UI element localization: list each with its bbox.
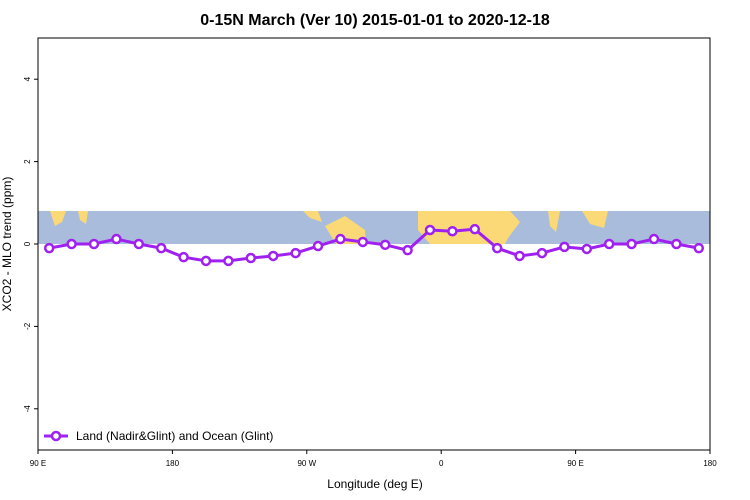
data-point [111, 233, 122, 245]
legend-marker [50, 430, 62, 442]
data-point [245, 252, 257, 264]
y-tick-label: 4 [23, 76, 32, 81]
data-point [469, 223, 481, 235]
data-point [133, 238, 145, 250]
data-point [424, 224, 436, 236]
data-point [693, 242, 705, 254]
data-point [267, 250, 279, 262]
data-point [312, 240, 324, 252]
data-point [581, 243, 593, 255]
data-point [357, 236, 369, 248]
data-point [648, 233, 660, 245]
x-tick-label: 90 E [30, 459, 46, 468]
y-tick-label: -4 [23, 405, 32, 413]
data-point [88, 238, 100, 250]
data-point [514, 250, 525, 262]
land [50, 211, 66, 226]
y-axis-label: XCO2 - MLO trend (ppm) [0, 177, 14, 312]
x-tick-label: 0 [439, 459, 444, 468]
data-point [66, 238, 77, 250]
legend-label: Land (Nadir&Glint) and Ocean (Glint) [76, 429, 273, 443]
data-point [379, 239, 391, 251]
data-point [223, 255, 234, 267]
x-axis-label: Longitude (deg E) [327, 477, 422, 491]
data-point [559, 241, 570, 253]
land [303, 211, 322, 222]
data-point [671, 238, 682, 250]
data-point [155, 242, 167, 254]
x-tick-label: 90 W [297, 459, 316, 468]
x-tick-label: 90 E [567, 459, 583, 468]
y-tick-label: 0 [23, 241, 32, 246]
data-point [536, 247, 548, 259]
x-tick-label: 180 [703, 459, 717, 468]
data-point [178, 251, 189, 263]
chart-title: 0-15N March (Ver 10) 2015-01-01 to 2020-… [200, 12, 550, 29]
y-tick-label: -2 [23, 322, 32, 330]
y-tick-label: 2 [23, 159, 32, 164]
land [548, 211, 560, 232]
land [325, 216, 366, 244]
data-point [603, 238, 615, 250]
map-background [38, 211, 710, 244]
data-point [335, 233, 346, 245]
land [418, 211, 520, 244]
data-point [200, 255, 212, 267]
x-tick-label: 180 [166, 459, 180, 468]
data-point [626, 238, 637, 250]
data-point [491, 242, 503, 254]
land [582, 211, 608, 228]
data-point [447, 225, 458, 237]
data-point [402, 244, 413, 256]
land [78, 211, 88, 224]
data-point [43, 242, 55, 254]
data-point [290, 247, 301, 259]
